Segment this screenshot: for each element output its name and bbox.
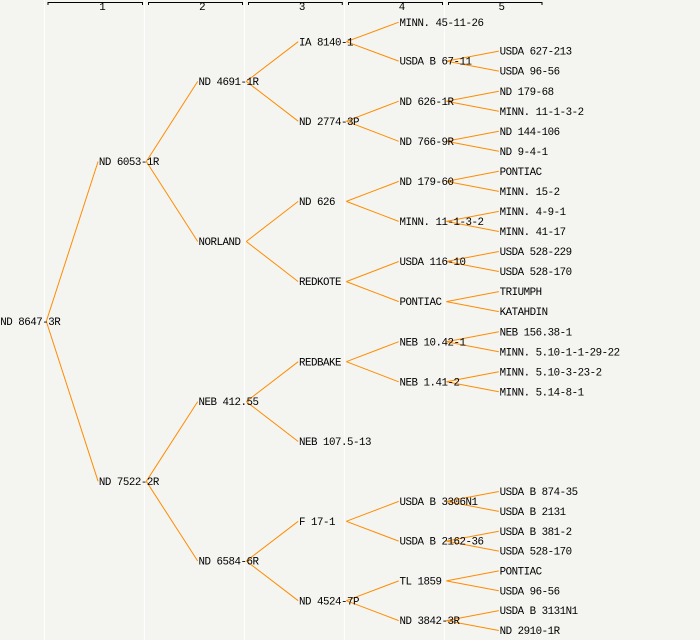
svg-text:MINN. 5.10-1-1-29-22: MINN. 5.10-1-1-29-22	[500, 347, 620, 359]
svg-text:4: 4	[399, 2, 405, 14]
svg-text:USDA 96-56: USDA 96-56	[500, 586, 560, 598]
svg-text:REDKOTE: REDKOTE	[299, 277, 341, 289]
svg-text:ND 6584-6R: ND 6584-6R	[199, 557, 260, 569]
svg-text:ND 7522-2R: ND 7522-2R	[99, 477, 160, 489]
svg-text:PONTIAC: PONTIAC	[500, 567, 543, 579]
svg-text:USDA 96-56: USDA 96-56	[500, 67, 560, 79]
svg-text:NEB 107.5-13: NEB 107.5-13	[299, 437, 371, 449]
svg-text:KATAHDIN: KATAHDIN	[500, 307, 548, 319]
svg-text:3: 3	[299, 2, 305, 14]
svg-text:MINN. 5.10-3-23-2: MINN. 5.10-3-23-2	[500, 367, 602, 379]
svg-text:USDA 528-229: USDA 528-229	[500, 247, 572, 259]
svg-text:TL 1859: TL 1859	[400, 576, 442, 588]
svg-text:ND 4691-1R: ND 4691-1R	[199, 77, 260, 89]
svg-text:MINN. 5.14-8-1: MINN. 5.14-8-1	[500, 387, 584, 399]
svg-text:2: 2	[199, 2, 205, 14]
svg-text:ND 179-68: ND 179-68	[500, 87, 554, 99]
svg-text:USDA 116-10: USDA 116-10	[400, 257, 466, 269]
svg-text:IA 8140-1: IA 8140-1	[299, 37, 353, 49]
svg-text:USDA 528-170: USDA 528-170	[500, 267, 572, 279]
svg-text:NEB 1.41-2: NEB 1.41-2	[400, 377, 460, 389]
svg-text:PONTIAC: PONTIAC	[500, 167, 543, 179]
svg-text:MINN. 11-1-3-2: MINN. 11-1-3-2	[500, 107, 584, 119]
svg-text:ND 179-60: ND 179-60	[400, 177, 454, 189]
svg-text:NORLAND: NORLAND	[199, 237, 241, 249]
svg-text:USDA B 381-2: USDA B 381-2	[500, 527, 572, 539]
svg-text:MINN. 4-9-1: MINN. 4-9-1	[500, 207, 566, 219]
svg-text:ND 626: ND 626	[299, 197, 335, 209]
svg-text:F 17-1: F 17-1	[299, 517, 335, 529]
svg-text:ND 2774-3P: ND 2774-3P	[299, 117, 359, 129]
svg-text:REDBAKE: REDBAKE	[299, 357, 341, 369]
svg-text:ND 3842-3R: ND 3842-3R	[400, 616, 461, 628]
svg-text:USDA 528-170: USDA 528-170	[500, 547, 572, 559]
svg-text:USDA B 2131: USDA B 2131	[500, 507, 566, 519]
svg-text:1: 1	[99, 2, 105, 14]
svg-text:MINN. 15-2: MINN. 15-2	[500, 187, 560, 199]
svg-text:USDA B 874-35: USDA B 874-35	[500, 487, 578, 499]
svg-text:USDA B 3131N1: USDA B 3131N1	[500, 606, 578, 618]
svg-text:USDA B 67-11: USDA B 67-11	[400, 57, 472, 69]
svg-text:ND 144-106: ND 144-106	[500, 127, 560, 139]
svg-text:MINN. 45-11-26: MINN. 45-11-26	[400, 18, 484, 30]
svg-text:ND 9-4-1: ND 9-4-1	[500, 147, 548, 159]
svg-text:MINN. 11-1-3-2: MINN. 11-1-3-2	[400, 217, 484, 229]
svg-text:USDA 627-213: USDA 627-213	[500, 47, 572, 59]
svg-text:MINN. 41-17: MINN. 41-17	[500, 227, 566, 239]
svg-text:TRIUMPH: TRIUMPH	[500, 287, 542, 299]
svg-text:ND 8647-3R: ND 8647-3R	[0, 317, 61, 329]
svg-text:5: 5	[499, 2, 505, 14]
svg-text:PONTIAC: PONTIAC	[400, 297, 443, 309]
svg-text:NEB 10.42-1: NEB 10.42-1	[400, 337, 466, 349]
svg-text:NEB 412.55: NEB 412.55	[199, 397, 259, 409]
svg-text:NEB 156.38-1: NEB 156.38-1	[500, 327, 572, 339]
svg-text:USDA B 2162-36: USDA B 2162-36	[400, 537, 484, 549]
svg-text:ND 4524-7P: ND 4524-7P	[299, 596, 359, 608]
svg-text:ND 6053-1R: ND 6053-1R	[99, 157, 160, 169]
svg-text:USDA B 3306N1: USDA B 3306N1	[400, 497, 478, 509]
svg-text:ND 626-1R: ND 626-1R	[400, 97, 455, 109]
svg-text:ND 2910-1R: ND 2910-1R	[500, 626, 561, 638]
svg-text:ND 766-9R: ND 766-9R	[400, 137, 455, 149]
